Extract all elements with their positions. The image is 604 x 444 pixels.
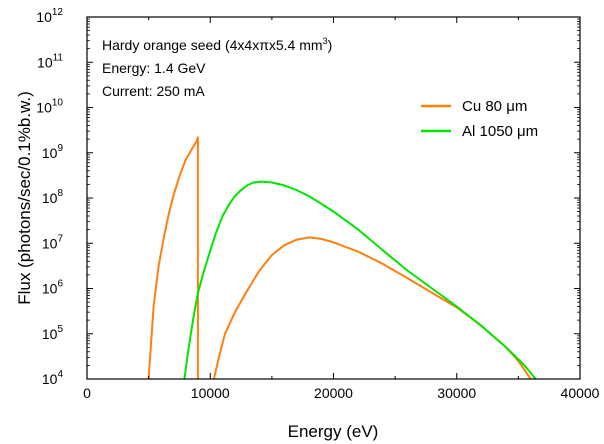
annotation-sample: Hardy orange seed (4x4xπx5.4 mm3): [102, 36, 332, 53]
y-tick-label: 104: [42, 369, 64, 387]
annotation-sample-close: ): [328, 37, 333, 53]
annotation-sample-dims: x5.4 mm: [269, 37, 323, 53]
y-tick-label: 108: [42, 188, 64, 206]
legend-label-cu: Cu 80 μm: [462, 98, 527, 115]
legend: Cu 80 μm Al 1050 μm: [421, 98, 538, 140]
series-line-1-segment-0: [183, 180, 537, 379]
annotation-sample-main: Hardy orange seed (4x4x: [102, 37, 259, 53]
legend-label-al: Al 1050 μm: [462, 123, 538, 140]
x-axis-title: Energy (eV): [288, 422, 379, 441]
y-tick-label: 106: [42, 279, 64, 297]
x-tick-label: 0: [83, 385, 91, 401]
y-tick-label: 109: [42, 143, 64, 161]
series-line-0-segment-1: [212, 236, 532, 379]
series-line-0-segment-0: [147, 136, 199, 379]
y-axis-title: Flux (photons/sec/0.1%b.w.): [15, 91, 34, 305]
annotation-sample-sup: 3: [323, 36, 328, 46]
y-tick-label: 1010: [36, 98, 63, 116]
x-tick-label: 40000: [561, 385, 600, 401]
y-tick-label: 1011: [37, 52, 63, 70]
axes-layer: 0 10000 20000 30000 40000 104 105 106 107 108 109 1…: [36, 7, 599, 401]
x-tick-label: 30000: [437, 385, 476, 401]
x-tick-label: 10000: [191, 385, 230, 401]
series-layer: [147, 136, 537, 379]
y-tick-label: 1012: [36, 7, 63, 25]
annotation-energy: Energy: 1.4 GeV: [102, 60, 206, 76]
y-tick-label: 105: [42, 324, 64, 342]
annotation-current: Current: 250 mA: [102, 83, 205, 99]
x-tick-label: 20000: [314, 385, 353, 401]
annotation-sample-pi: π: [259, 37, 269, 53]
y-tick-label: 107: [42, 233, 64, 251]
